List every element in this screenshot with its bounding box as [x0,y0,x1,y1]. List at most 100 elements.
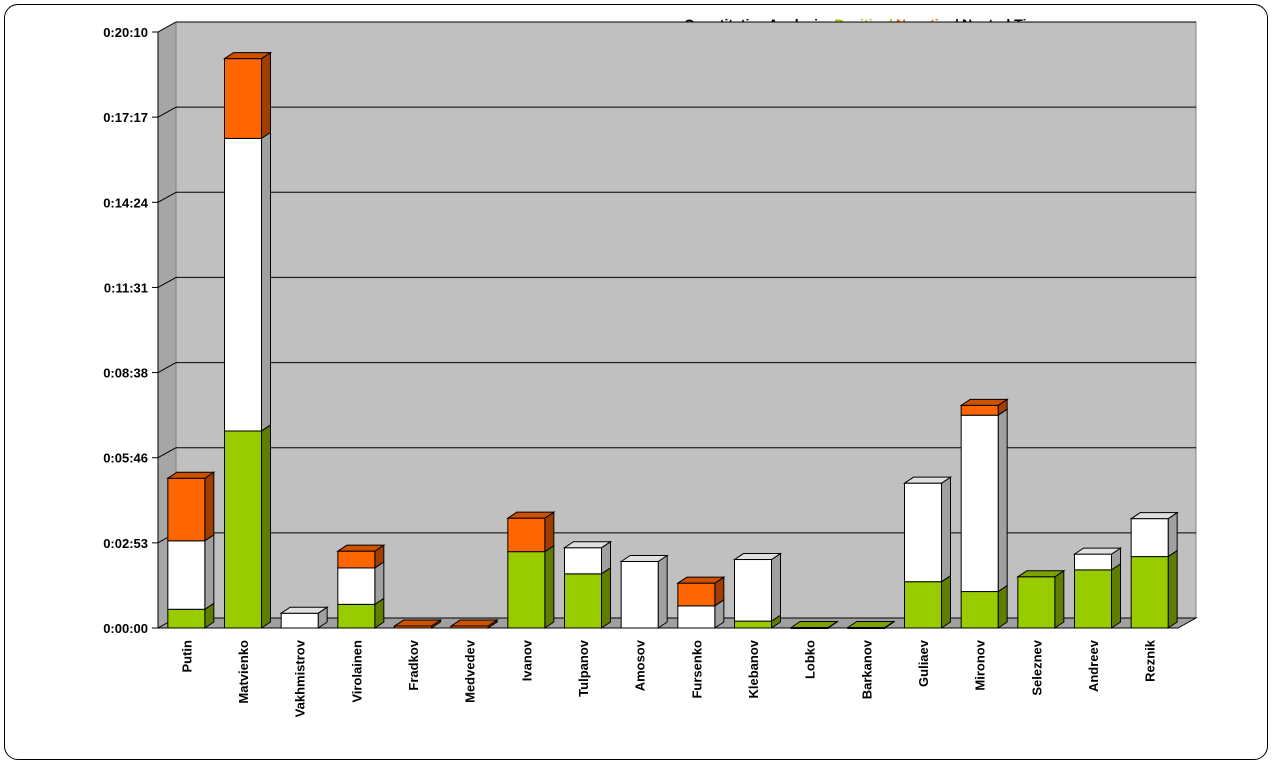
bar-top [676,576,726,584]
bar-side-negative [261,51,271,140]
bar-side-positive [261,424,271,629]
bar-side-neutral [941,476,951,583]
bar-positive [224,430,262,629]
bar-top [166,471,216,479]
y-tick-label: 0:11:31 [104,280,148,295]
bar-neutral [564,547,602,575]
bar-top [902,476,953,484]
x-tick-label: Seleznev [1029,639,1044,695]
bar-side-neutral [657,554,668,629]
bar-negative [677,582,716,607]
bar-side-positive [1167,549,1178,629]
x-tick-label: Amosov [633,639,648,691]
bar-negative [167,477,206,542]
x-tick-label: Barkanov [859,639,874,699]
bar-neutral [280,612,319,629]
bar-top [846,621,896,629]
bar-neutral [1074,553,1112,571]
x-tick-label: Tulpanov [576,639,591,697]
bar-neutral [734,559,772,622]
bar-top [279,606,329,614]
bar-side-neutral [997,408,1008,593]
bar-positive [1130,556,1169,629]
x-tick-label: Lobko [803,640,818,679]
gridline-side [157,21,177,33]
y-tick-label: 0:14:24 [103,195,149,210]
x-tick-label: Fursenko [689,640,704,699]
bar-side-positive [601,566,611,629]
bar-top [1072,547,1123,555]
bar-positive [167,608,206,629]
y-tick-label: 0:17:17 [103,110,148,125]
gridline-side [157,106,177,118]
bar-top [619,555,669,563]
bar-neutral [904,482,942,583]
bar-side-positive [544,544,555,629]
bar-negative [960,404,999,416]
x-tick-label: Klebanov [746,639,761,698]
bar-neutral [960,414,999,593]
x-tick-label: Vakhmistrov [293,639,308,717]
bar-side-neutral [771,552,781,623]
x-tick-label: Medvedev [463,639,478,703]
bar-negative [337,550,376,569]
bar-top [1129,512,1179,520]
gridline-side [157,276,177,288]
x-tick-label: Virolainen [349,640,364,703]
bar-neutral [224,137,262,432]
bar-neutral [167,540,206,610]
bar-positive [507,551,546,629]
y-tick-label: 0:20:10 [103,25,148,40]
gridline-side [157,191,177,203]
x-tick-label: Mironov [973,639,988,690]
bar-negative [507,517,546,553]
bar-neutral [620,561,659,629]
bar-top [449,619,499,627]
bar-top [562,541,613,549]
x-tick-label: Reznik [1143,639,1158,682]
bar-top [789,621,839,629]
bar-positive [1074,569,1112,629]
bar-side-neutral [1167,511,1178,558]
x-tick-label: Putin [179,640,194,673]
bar-top [1016,570,1066,578]
gridline-side [157,362,177,374]
x-tick-label: Andreev [1086,639,1101,692]
bar-top [336,544,386,552]
bar-top [222,52,273,60]
bar-side-negative [204,471,215,542]
bar-top [959,398,1009,406]
bar-negative [224,58,262,139]
bar-positive [960,591,999,629]
y-tick-label: 0:05:46 [103,451,148,466]
bar-positive [1017,576,1056,629]
bar-positive [564,573,602,629]
plot-back-wall [175,21,1197,619]
bar-side-neutral [261,131,271,432]
bar-positive [904,581,942,629]
y-tick-label: 0:00:00 [103,621,148,636]
bar-side-neutral [374,560,385,606]
x-tick-label: Matvienko [236,640,251,704]
x-tick-label: Guliaev [916,639,931,687]
bar-neutral [337,567,376,605]
bar-side-negative [544,511,555,553]
bar-neutral [677,605,716,629]
y-tick-label: 0:08:38 [103,366,148,381]
bar-side-positive [941,574,951,629]
bar-positive [337,603,376,629]
bar-top [732,553,783,561]
x-tick-label: Ivanov [519,639,534,681]
bar-side-positive [1054,569,1065,629]
x-tick-label: Fradkov [406,639,421,690]
y-tick-label: 0:02:53 [103,536,148,551]
bar-neutral [1130,518,1169,558]
bar-positive [734,620,772,629]
bar-side-neutral [204,533,215,611]
bar-side-positive [1111,562,1121,629]
bar-top [506,511,556,519]
bar-top [392,619,443,627]
bar-side-positive [997,584,1008,629]
gridline-side [157,447,177,459]
